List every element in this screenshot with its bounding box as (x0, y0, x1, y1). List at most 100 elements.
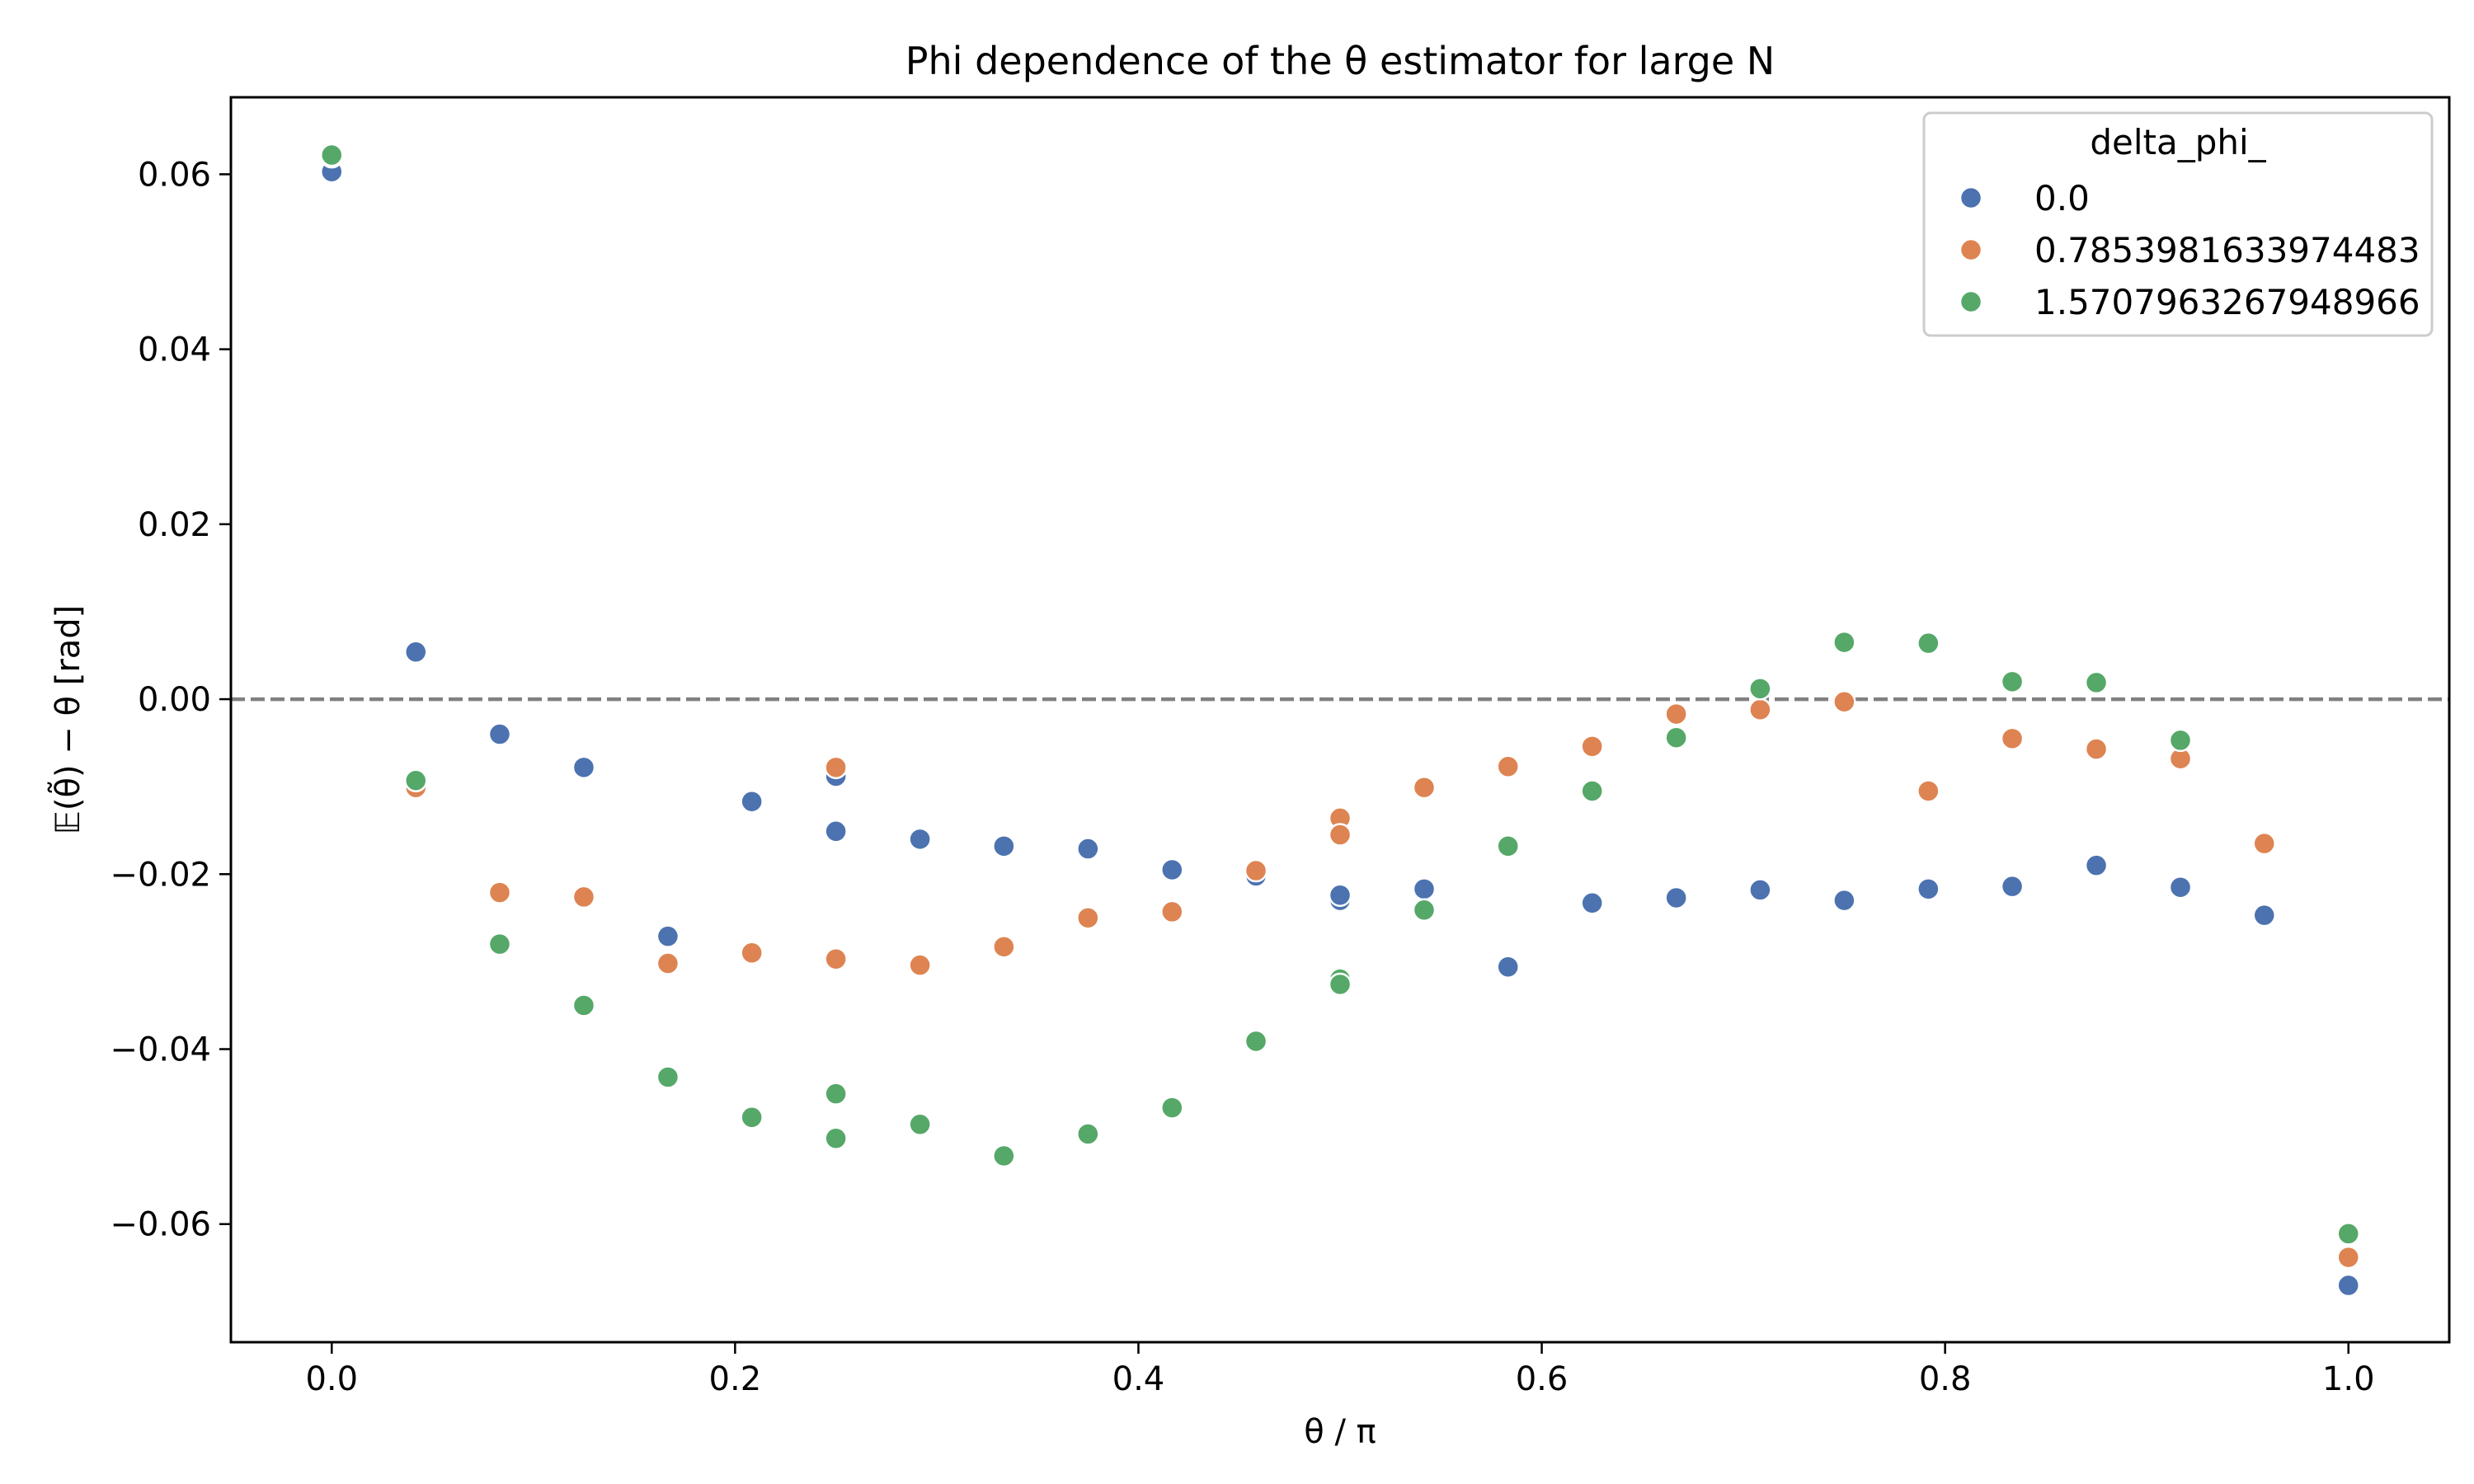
data-point-series-0 (2252, 903, 2277, 928)
chart-title: Phi dependence of the θ estimator for la… (905, 39, 1775, 83)
data-point-series-0 (824, 819, 848, 843)
legend: delta_phi_ 0.0 0.7853981633974483 1.570796… (1922, 111, 2434, 337)
data-point-series-1 (2000, 726, 2025, 751)
data-point-series-2 (1076, 1122, 1100, 1146)
data-point-series-1 (908, 953, 932, 977)
data-point-series-2 (1580, 779, 1604, 803)
data-point-series-1 (1076, 906, 1100, 930)
data-point-series-1 (1664, 702, 1688, 726)
y-tick-label: −0.04 (110, 1031, 211, 1069)
data-point-series-2 (2168, 728, 2193, 753)
y-tick-label: −0.02 (110, 856, 211, 894)
x-tick-label: 1.0 (2322, 1360, 2375, 1398)
data-point-series-1 (2252, 831, 2277, 856)
data-point-series-2 (2336, 1222, 2360, 1246)
data-point-series-0 (740, 789, 764, 814)
y-tick-label: −0.06 (110, 1206, 211, 1244)
data-point-series-0 (1412, 877, 1437, 901)
data-point-series-1 (1412, 775, 1437, 800)
data-point-series-1 (740, 941, 764, 965)
data-point-series-1 (992, 935, 1016, 959)
x-tick-label: 0.2 (709, 1360, 762, 1398)
data-point-series-2 (1664, 726, 1688, 750)
data-point-series-0 (571, 755, 596, 780)
data-point-series-2 (1412, 898, 1437, 923)
data-point-series-2 (740, 1106, 764, 1129)
data-point-series-2 (1917, 631, 1940, 655)
data-point-series-2 (2084, 670, 2109, 695)
data-points-layer (320, 143, 2360, 1298)
data-point-series-2 (824, 1082, 848, 1106)
data-point-series-1 (1328, 823, 1352, 847)
data-point-series-0 (656, 924, 680, 948)
data-point-series-2 (908, 1112, 932, 1137)
data-point-series-0 (1496, 955, 1520, 979)
data-point-series-2 (320, 143, 344, 167)
data-point-series-0 (1748, 878, 1772, 902)
x-tick-label: 0.8 (1919, 1360, 1972, 1398)
data-point-series-2 (571, 993, 596, 1017)
x-tick-label: 0.6 (1516, 1360, 1569, 1398)
x-tick-label: 0.0 (305, 1360, 358, 1398)
data-point-series-2 (1244, 1029, 1268, 1054)
data-point-series-1 (2084, 737, 2109, 761)
y-tick-label: 0.04 (138, 331, 211, 369)
data-point-series-1 (1832, 689, 1856, 714)
y-tick-label: 0.00 (138, 681, 211, 719)
legend-marker (1959, 237, 1983, 262)
data-point-series-2 (1496, 834, 1520, 858)
data-point-series-1 (1748, 697, 1772, 722)
data-point-series-0 (1664, 885, 1688, 910)
data-point-series-1 (656, 951, 680, 975)
data-point-series-0 (908, 827, 932, 852)
data-point-series-1 (824, 946, 848, 971)
x-axis-label: θ / π (1304, 1413, 1376, 1451)
data-point-series-2 (992, 1144, 1016, 1168)
data-point-series-0 (1076, 837, 1100, 861)
data-point-series-0 (1580, 891, 1604, 915)
x-axis-ticks: 0.0 0.2 0.4 0.6 0.8 1.0 (305, 1342, 2375, 1398)
x-tick-label: 0.4 (1112, 1360, 1165, 1398)
data-point-series-0 (1328, 883, 1352, 908)
data-point-series-1 (2336, 1245, 2360, 1270)
data-point-series-2 (824, 1126, 848, 1151)
data-point-series-2 (656, 1065, 680, 1089)
data-point-series-1 (487, 881, 512, 904)
data-point-series-2 (1748, 677, 1772, 701)
data-point-series-0 (2000, 874, 2025, 899)
data-point-series-1 (824, 755, 848, 780)
data-point-series-2 (1832, 630, 1856, 655)
legend-marker (1959, 186, 1983, 210)
data-point-series-2 (2000, 669, 2025, 694)
data-point-series-1 (1496, 754, 1520, 779)
y-tick-label: 0.02 (138, 506, 211, 544)
legend-entries: 0.0 0.7853981633974483 1.5707963267948966 (1959, 178, 2420, 322)
data-point-series-0 (2084, 853, 2109, 877)
data-point-series-0 (1832, 888, 1856, 913)
data-point-series-2 (487, 932, 512, 956)
data-point-series-0 (992, 834, 1016, 858)
legend-label: 0.0 (2034, 178, 2090, 218)
data-point-series-0 (487, 722, 512, 746)
data-point-series-1 (1244, 858, 1268, 883)
legend-label: 1.5707963267948966 (2034, 282, 2420, 322)
y-axis-label: 𝔼(θ̃) − θ [rad] (47, 605, 87, 835)
data-point-series-0 (1917, 877, 1940, 901)
legend-label: 0.7853981633974483 (2034, 230, 2420, 270)
y-tick-label: 0.06 (138, 156, 211, 194)
data-point-series-0 (2336, 1273, 2360, 1298)
y-axis-ticks: −0.06 −0.04 −0.02 0.00 0.02 0.04 0.06 (110, 156, 231, 1244)
data-point-series-0 (403, 640, 428, 665)
data-point-series-2 (1328, 972, 1352, 997)
data-point-series-1 (571, 885, 596, 909)
data-point-series-2 (1160, 1096, 1184, 1120)
legend-marker (1959, 289, 1983, 314)
data-point-series-1 (1160, 899, 1184, 924)
data-point-series-0 (2168, 875, 2193, 899)
data-point-series-0 (1160, 857, 1184, 882)
legend-box (1922, 111, 2434, 337)
data-point-series-1 (1917, 779, 1940, 803)
data-point-series-2 (403, 768, 428, 792)
plot-area-frame (229, 96, 2451, 1344)
